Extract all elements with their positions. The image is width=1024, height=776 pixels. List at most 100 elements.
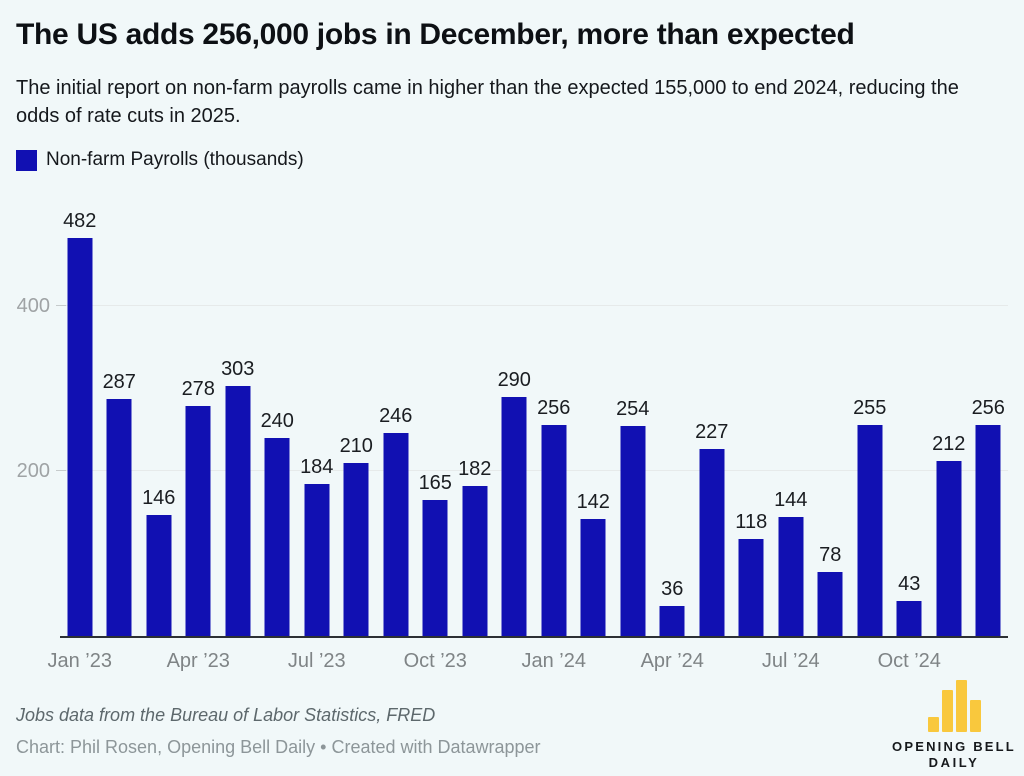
credit-note: Chart: Phil Rosen, Opening Bell Daily • … xyxy=(16,737,541,757)
gridline-y-200 xyxy=(60,469,1008,471)
x-tick-label: Jan ’23 xyxy=(47,650,113,672)
bar-column-Mar ’23: 146 xyxy=(139,202,179,636)
logo-text-line1: OPENING BELL xyxy=(892,739,1016,754)
bar-value-label: 184 xyxy=(300,456,334,479)
bar xyxy=(699,448,725,636)
bar-value-label: 144 xyxy=(774,489,808,512)
bar-value-label: 290 xyxy=(497,368,531,391)
bar-value-label: 146 xyxy=(142,487,176,510)
bar-value-label: 118 xyxy=(735,510,768,533)
bar-value-label: 256 xyxy=(971,396,1005,419)
bar xyxy=(185,406,211,636)
bar-column-Dec ’23: 290 xyxy=(495,202,535,636)
bar-column-Oct ’23: 165 xyxy=(416,202,456,636)
x-tick-label: Oct ’23 xyxy=(403,650,467,672)
logo-bar xyxy=(941,690,953,732)
bar-column-Aug ’23: 210 xyxy=(337,202,377,636)
bar xyxy=(778,517,804,636)
bar-value-label: 227 xyxy=(695,420,729,443)
x-tick-label: Jul ’24 xyxy=(761,650,820,672)
bar-column-Jan ’23: 482 xyxy=(60,202,100,636)
y-tick-mark xyxy=(56,469,66,471)
legend: Non-farm Payrolls (thousands) xyxy=(16,149,304,171)
bar-column-Mar ’24: 254 xyxy=(613,202,653,636)
bar-column-Feb ’24: 142 xyxy=(574,202,614,636)
y-tick-mark xyxy=(56,304,66,306)
bar-column-Apr ’23: 278 xyxy=(179,202,219,636)
bar-value-label: 240 xyxy=(260,409,294,432)
bar-column-May ’24: 227 xyxy=(692,202,732,636)
bar xyxy=(462,485,488,636)
bar xyxy=(501,396,527,636)
chart-subtitle: The initial report on non-farm payrolls … xyxy=(16,77,959,128)
x-tick-label: Jan ’24 xyxy=(521,650,587,672)
bar xyxy=(936,460,962,636)
bar-column-Jun ’23: 240 xyxy=(258,202,298,636)
x-tick-label: Apr ’24 xyxy=(640,650,704,672)
bar-series: 482 287 146 278 303 240 184 210 246 165 182 290 256 1… xyxy=(60,202,1008,636)
bar-value-label: 482 xyxy=(63,210,97,232)
bar-value-label: 182 xyxy=(458,457,492,480)
opening-bell-daily-logo: OPENING BELL DAILY xyxy=(888,680,1020,770)
bar xyxy=(67,238,93,636)
bar-column-Aug ’24: 78 xyxy=(811,202,851,636)
bar-column-Jun ’24: 118 xyxy=(732,202,772,636)
bar-column-Jan ’24: 256 xyxy=(534,202,574,636)
bar-column-Apr ’24: 36 xyxy=(653,202,693,636)
bar-column-Nov ’23: 182 xyxy=(455,202,495,636)
bar-column-Oct ’24: 43 xyxy=(890,202,930,636)
logo-bar xyxy=(927,717,939,732)
bar xyxy=(817,571,843,636)
bar xyxy=(264,437,290,636)
logo-bar xyxy=(955,680,967,732)
logo-bar xyxy=(969,700,981,732)
bar-value-label: 142 xyxy=(576,490,610,513)
bar-value-label: 165 xyxy=(418,471,452,494)
bar xyxy=(422,499,448,636)
bar xyxy=(580,518,606,636)
legend-label: Non-farm Payrolls (thousands) xyxy=(46,149,304,170)
bar-column-Sep ’23: 246 xyxy=(376,202,416,636)
bar-value-label: 256 xyxy=(537,396,571,419)
bar-column-Jul ’24: 144 xyxy=(771,202,811,636)
logo-text-line2: DAILY xyxy=(928,755,980,770)
bar xyxy=(896,600,922,636)
bar-column-Sep ’24: 255 xyxy=(850,202,890,636)
bar-column-Dec ’24: 256 xyxy=(969,202,1009,636)
bar xyxy=(975,424,1001,636)
bar-column-May ’23: 303 xyxy=(218,202,258,636)
bar xyxy=(857,425,883,636)
bar xyxy=(304,484,330,636)
chart-title: The US adds 256,000 jobs in December, mo… xyxy=(16,18,855,51)
bar xyxy=(620,426,646,636)
bar xyxy=(541,424,567,636)
bar-value-label: 278 xyxy=(181,378,215,401)
bar-value-label: 287 xyxy=(102,371,136,394)
bar-chart-icon xyxy=(888,680,1020,732)
bar-value-label: 212 xyxy=(932,432,966,455)
bar xyxy=(106,399,132,636)
y-tick-label: 200 xyxy=(16,459,50,482)
bar-value-label: 36 xyxy=(661,578,684,601)
bar xyxy=(225,385,251,636)
bar xyxy=(146,515,172,636)
x-axis: Jan ’23 Apr ’23 Jul ’23 Oct ’23 Jan ’24 Apr ’… xyxy=(48,650,1008,676)
bar xyxy=(659,606,685,636)
gridline-y-400 xyxy=(60,304,1008,306)
bar-value-label: 78 xyxy=(819,543,842,566)
bar-value-label: 43 xyxy=(898,572,921,595)
bar-value-label: 210 xyxy=(339,434,373,457)
x-tick-label: Oct ’24 xyxy=(877,650,941,672)
x-tick-label: Apr ’23 xyxy=(166,650,230,672)
bar-value-label: 254 xyxy=(616,398,650,421)
bar-column-Feb ’23: 287 xyxy=(100,202,140,636)
x-tick-label: Jul ’23 xyxy=(287,650,346,672)
bar-value-label: 255 xyxy=(853,397,887,420)
bar-column-Jul ’23: 184 xyxy=(297,202,337,636)
legend-swatch-icon xyxy=(16,149,37,171)
bar-chart-plot-area: 482 287 146 278 303 240 184 210 246 165 182 290 256 1… xyxy=(17,202,1008,638)
bar xyxy=(738,538,764,636)
bar xyxy=(383,432,409,636)
bar xyxy=(343,462,369,636)
y-tick-label: 400 xyxy=(16,294,50,317)
